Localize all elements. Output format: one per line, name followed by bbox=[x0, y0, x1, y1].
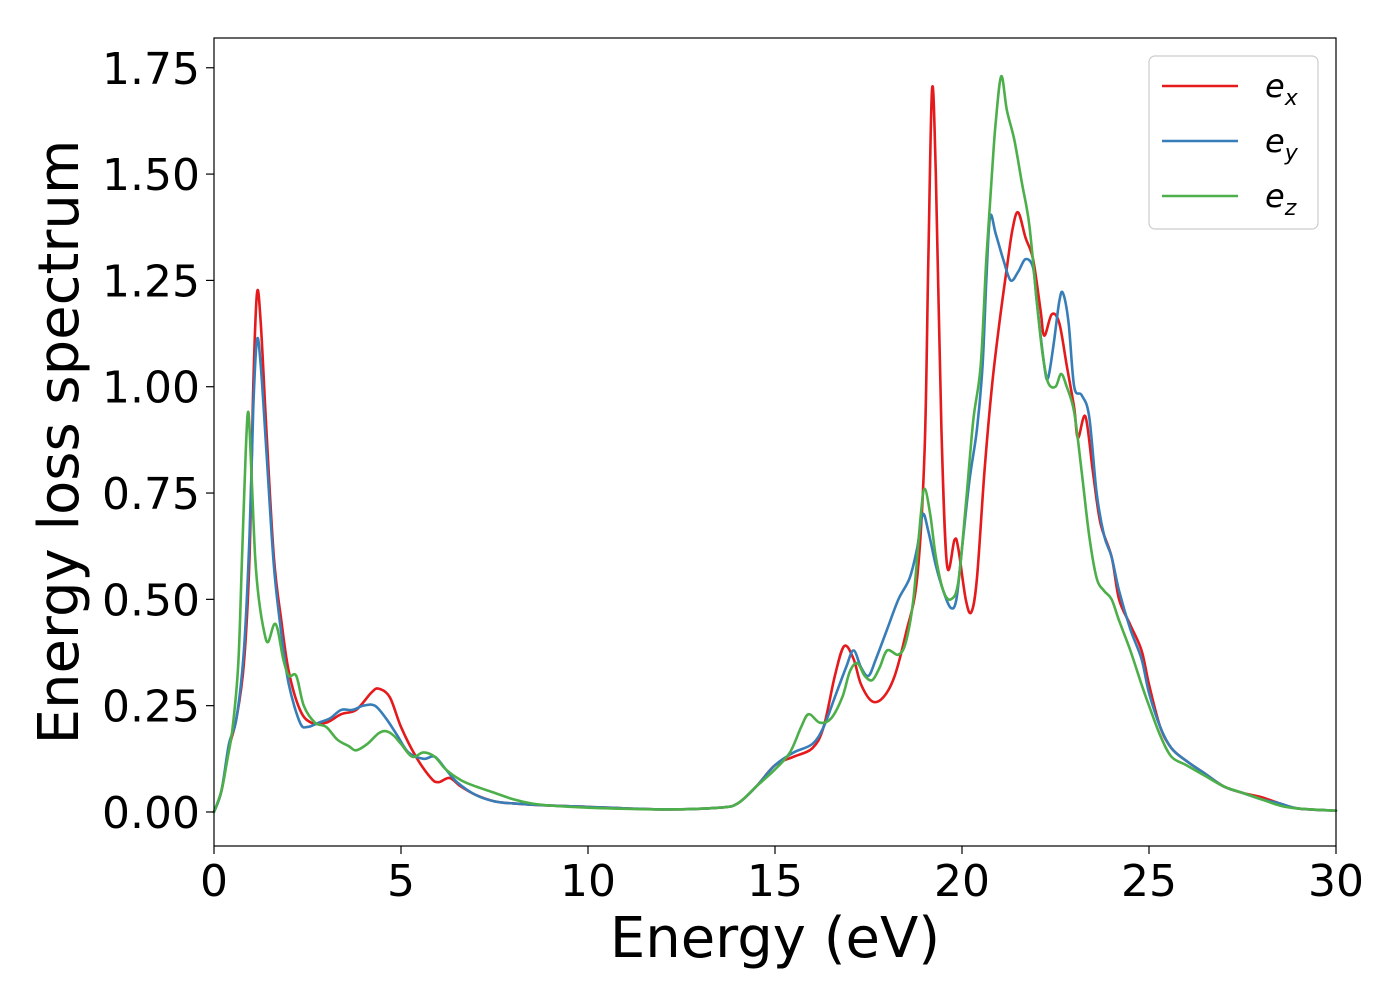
y-tick-label: 0.50 bbox=[102, 575, 200, 626]
x-axis-label: Energy (eV) bbox=[610, 906, 940, 971]
y-tick-label: 0.25 bbox=[102, 682, 200, 733]
legend-label-z: ez bbox=[1265, 177, 1297, 221]
y-tick-label: 0.00 bbox=[102, 788, 200, 839]
ticks-layer: 0 5 10 15 20 25 30 0.00 0.25 0.50 0.75 1.00 1.25 1.50… bbox=[102, 44, 1364, 907]
x-tick-label: 10 bbox=[560, 856, 616, 907]
x-tick-label: 15 bbox=[747, 856, 803, 907]
y-tick-label: 1.00 bbox=[102, 363, 200, 414]
series-line-z bbox=[212, 74, 1338, 814]
y-tick-label: 1.50 bbox=[102, 150, 200, 201]
x-tick-label: 25 bbox=[1121, 856, 1177, 907]
y-tick-label: 1.25 bbox=[102, 256, 200, 307]
y-tick-label: 1.75 bbox=[102, 44, 200, 95]
legend-label-x: ex bbox=[1265, 67, 1299, 111]
series-layer bbox=[212, 74, 1338, 814]
y-tick-label: 0.75 bbox=[102, 469, 200, 520]
x-tick-label: 5 bbox=[387, 856, 415, 907]
legend: ex ey ez bbox=[1148, 55, 1319, 230]
series-line-y bbox=[212, 213, 1338, 814]
y-axis-label: Energy loss spectrum bbox=[27, 140, 92, 745]
legend-label-y: ey bbox=[1265, 122, 1299, 166]
x-tick-label: 20 bbox=[934, 856, 990, 907]
x-tick-label: 30 bbox=[1308, 856, 1364, 907]
x-tick-label: 0 bbox=[200, 856, 228, 907]
legend-frame bbox=[1148, 55, 1319, 230]
